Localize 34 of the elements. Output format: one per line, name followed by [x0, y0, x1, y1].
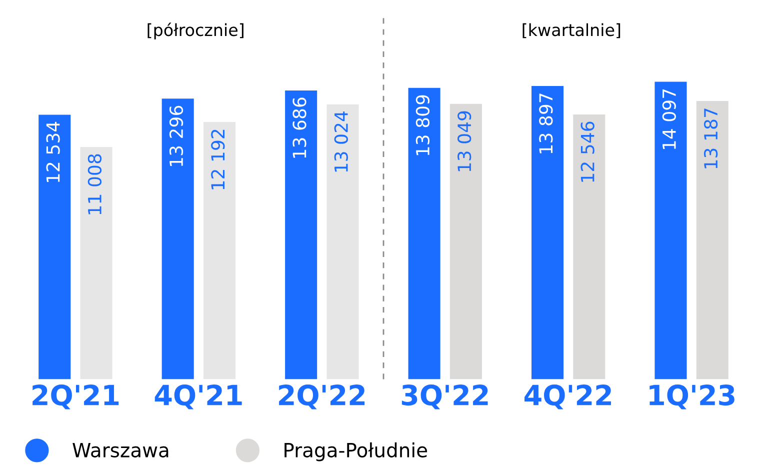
bar [162, 98, 194, 380]
data-label: 13 686 [292, 98, 306, 158]
bar [531, 86, 564, 380]
data-label: 13 809 [416, 95, 430, 156]
bar [450, 104, 482, 380]
x-tick-label: 3Q'22 [402, 384, 488, 410]
x-tick-label: 1Q'23 [650, 384, 734, 410]
text: [półrocznie] [148, 22, 244, 40]
data-label: 11 008 [88, 154, 102, 214]
data-label: 12 192 [211, 130, 225, 190]
bar [573, 114, 606, 380]
data-label: 12 546 [580, 122, 594, 182]
bar [285, 90, 318, 380]
x-tick-label: 2Q'21 [32, 384, 119, 410]
bar [408, 88, 440, 380]
data-label: 13 187 [704, 108, 718, 168]
bar [696, 100, 728, 380]
text: [kwartalnie] [522, 23, 620, 38]
x-tick-label: 4Q'22 [524, 384, 611, 410]
bar [326, 104, 359, 380]
bar [203, 122, 236, 380]
data-label: 13 296 [169, 106, 184, 166]
data-label: 13 897 [539, 94, 553, 154]
data-label: 12 534 [46, 122, 60, 182]
data-label: 13 049 [458, 111, 472, 172]
bar [654, 82, 687, 380]
legend-label: Praga-Południe [284, 442, 428, 462]
data-label: 14 097 [662, 89, 676, 150]
data-label: 13 024 [334, 112, 348, 172]
bar [80, 146, 112, 380]
legend-label: Warszawa [72, 443, 168, 458]
bar [38, 114, 71, 380]
x-tick-label: 4Q'21 [154, 384, 242, 410]
x-tick-label: 2Q'22 [279, 384, 365, 410]
